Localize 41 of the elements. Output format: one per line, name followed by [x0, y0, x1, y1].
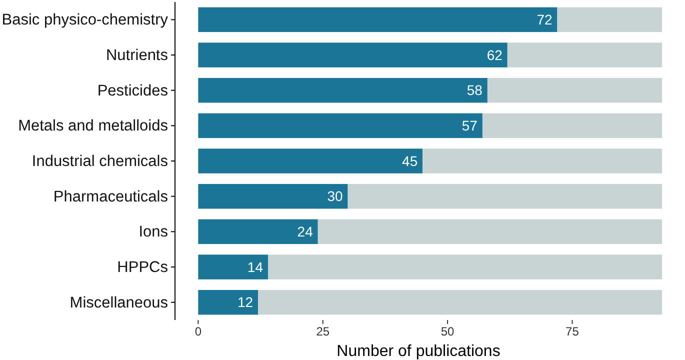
x-tick-label: 50 — [440, 324, 455, 339]
y-tick-label: Ions — [138, 224, 168, 241]
bar — [557, 7, 662, 32]
y-tick-label: Nutrients — [106, 46, 168, 64]
bar — [482, 113, 662, 138]
y-tick-label: Industrial chemicals — [32, 152, 168, 170]
bar — [198, 148, 423, 174]
y-tick-label: Metals and metalloids — [18, 118, 168, 135]
bar — [198, 219, 318, 244]
bar — [348, 184, 662, 209]
bar — [198, 78, 488, 103]
bar — [198, 42, 508, 68]
bar — [198, 184, 348, 209]
data-label: 24 — [297, 224, 314, 240]
bar — [258, 290, 662, 315]
bar — [198, 113, 482, 138]
data-label: 72 — [536, 12, 552, 28]
x-tick-label: 0 — [194, 324, 202, 339]
bar — [268, 254, 662, 280]
data-label: 45 — [402, 152, 418, 169]
bar — [422, 148, 662, 174]
x-tick-label: 75 — [566, 324, 580, 339]
x-axis-title: Number of publications — [336, 343, 500, 360]
bar — [318, 219, 662, 244]
y-tick-label: HPPCs — [117, 258, 168, 276]
y-tick-label: Basic physico-chemistry — [2, 12, 168, 29]
data-label: 62 — [486, 46, 503, 63]
data-label: 30 — [327, 188, 344, 204]
bar — [198, 254, 268, 280]
data-label: 57 — [462, 118, 478, 134]
bar — [198, 290, 258, 315]
data-label: 12 — [237, 294, 254, 310]
y-tick-label: Pesticides — [97, 82, 168, 100]
x-tick-label: 25 — [316, 324, 330, 339]
bar — [487, 78, 662, 103]
y-tick-label: Miscellaneous — [70, 294, 168, 312]
data-label: 58 — [466, 82, 483, 98]
data-label: 14 — [247, 258, 264, 275]
bar — [198, 7, 558, 32]
y-tick-label: Pharmaceuticals — [53, 188, 168, 206]
bar — [507, 42, 662, 68]
